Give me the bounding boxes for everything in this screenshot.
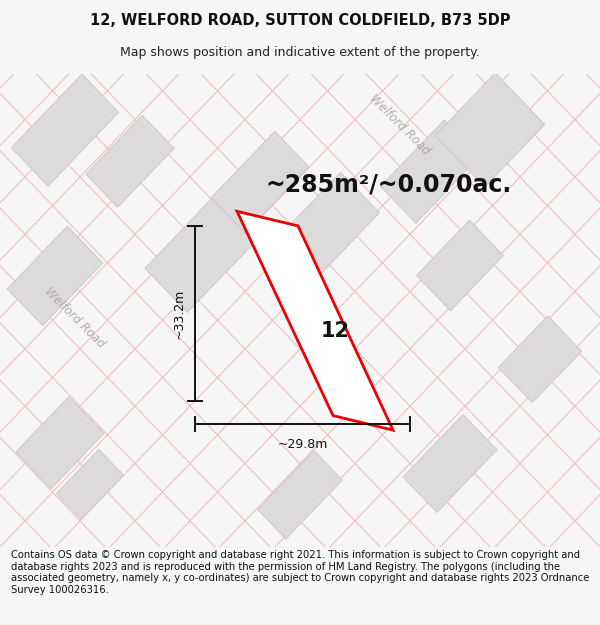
- Polygon shape: [380, 120, 479, 223]
- Polygon shape: [257, 451, 343, 539]
- Polygon shape: [86, 115, 174, 208]
- Polygon shape: [56, 449, 124, 519]
- Text: ~33.2m: ~33.2m: [173, 288, 185, 339]
- Polygon shape: [11, 74, 119, 186]
- Text: Welford Road: Welford Road: [42, 285, 108, 351]
- Polygon shape: [435, 73, 545, 187]
- Polygon shape: [211, 131, 309, 233]
- Polygon shape: [403, 414, 497, 512]
- Polygon shape: [416, 220, 503, 311]
- Text: 12: 12: [321, 321, 350, 341]
- Polygon shape: [145, 188, 265, 312]
- Polygon shape: [237, 211, 393, 430]
- Text: ~285m²/~0.070ac.: ~285m²/~0.070ac.: [265, 173, 511, 196]
- Text: ~29.8m: ~29.8m: [277, 438, 328, 451]
- Text: Contains OS data © Crown copyright and database right 2021. This information is : Contains OS data © Crown copyright and d…: [11, 550, 589, 595]
- Polygon shape: [281, 173, 379, 276]
- Text: Welford Road: Welford Road: [367, 92, 433, 158]
- Text: 12, WELFORD ROAD, SUTTON COLDFIELD, B73 5DP: 12, WELFORD ROAD, SUTTON COLDFIELD, B73 …: [90, 13, 510, 28]
- Text: Map shows position and indicative extent of the property.: Map shows position and indicative extent…: [120, 46, 480, 59]
- Polygon shape: [498, 316, 582, 402]
- Polygon shape: [7, 226, 103, 326]
- Polygon shape: [16, 397, 104, 489]
